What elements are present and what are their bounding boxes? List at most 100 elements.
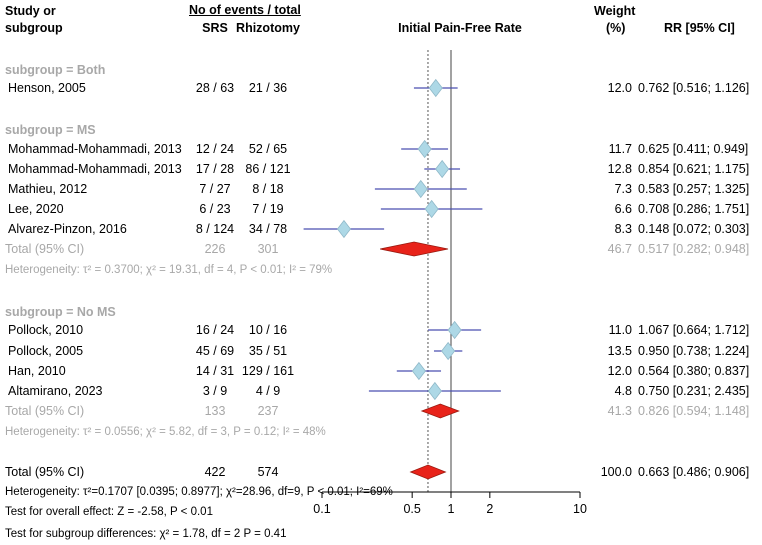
study-weight: 12.8: [607, 162, 632, 176]
x-tick-label: 10: [573, 502, 587, 516]
header-srs: SRS: [202, 21, 228, 35]
header-events: No of events / total: [189, 3, 301, 17]
header-weight-line2: (%): [606, 21, 626, 35]
subgroup-label-ms: subgroup = MS: [5, 123, 96, 137]
subgroup-total-rhizotomy: 301: [257, 242, 279, 256]
study-effect-diamond: [435, 159, 450, 179]
subgroup-total-label: Total (95% CI): [5, 242, 85, 256]
subgroup-total-rr: 0.826 [0.594; 1.148]: [638, 404, 750, 418]
header-weight-line1: Weight: [594, 4, 636, 18]
study-srs: 8 / 124: [195, 222, 235, 236]
study-name: Alvarez-Pinzon, 2016: [8, 222, 127, 236]
subgroup-label-both: subgroup = Both: [5, 63, 106, 77]
subgroup-label-no-ms: subgroup = No MS: [5, 305, 116, 319]
header-study-line2: subgroup: [5, 21, 63, 35]
overall-heterogeneity: Heterogeneity: τ²=0.1707 [0.0395; 0.8977…: [5, 486, 393, 498]
study-srs: 12 / 24: [195, 142, 235, 156]
summary-effect-diamond: [380, 241, 449, 257]
study-effect-diamond: [441, 341, 456, 361]
study-rhizotomy: 34 / 78: [248, 222, 288, 236]
study-weight: 11.0: [608, 323, 632, 337]
study-rhizotomy: 7 / 19: [252, 202, 284, 216]
study-rhizotomy: 52 / 65: [248, 142, 288, 156]
subgroup-total-rr: 0.517 [0.282; 0.948]: [638, 242, 750, 256]
study-name: Mathieu, 2012: [8, 182, 88, 196]
subgroup-heterogeneity: Heterogeneity: τ² = 0.0556; χ² = 5.82, d…: [5, 426, 326, 438]
study-name: Pollock, 2010: [8, 323, 84, 337]
study-rhizotomy: 21 / 36: [248, 81, 288, 95]
study-srs: 6 / 23: [199, 202, 231, 216]
overall-total-rr: 0.663 [0.486; 0.906]: [638, 465, 750, 479]
study-rr: 0.625 [0.411; 0.949]: [638, 142, 749, 156]
subgroup-total-weight: 46.7: [607, 242, 632, 256]
study-effect-diamond: [424, 199, 439, 219]
study-srs: 45 / 69: [195, 344, 235, 358]
study-rr: 0.762 [0.516; 1.126]: [638, 81, 750, 95]
subgroup-total-srs: 226: [204, 242, 226, 256]
overall-total-rhizotomy: 574: [257, 465, 279, 479]
study-weight: 12.0: [607, 364, 632, 378]
study-rhizotomy: 4 / 9: [255, 384, 281, 398]
study-effect-diamond: [413, 179, 428, 199]
study-name: Mohammad-Mohammadi, 2013: [8, 142, 182, 156]
subgroup-difference-test: Test for subgroup differences: χ² = 1.78…: [5, 528, 287, 540]
study-rr: 0.950 [0.738; 1.224]: [638, 344, 750, 358]
study-rr: 0.708 [0.286; 1.751]: [638, 202, 750, 216]
overall-total-srs: 422: [204, 465, 226, 479]
header-study-line1: Study or: [5, 4, 56, 18]
study-name: Mohammad-Mohammadi, 2013: [8, 162, 182, 176]
subgroup-total-srs: 133: [204, 404, 226, 418]
study-effect-diamond: [411, 361, 426, 381]
x-tick-label: 0.5: [403, 502, 420, 516]
study-srs: 16 / 24: [195, 323, 235, 337]
study-weight: 11.7: [608, 142, 632, 156]
header-rhizotomy: Rhizotomy: [236, 21, 300, 35]
subgroup-total-label: Total (95% CI): [5, 404, 85, 418]
study-rr: 0.583 [0.257; 1.325]: [638, 182, 750, 196]
study-effect-diamond: [447, 320, 462, 340]
study-weight: 12.0: [607, 81, 632, 95]
study-effect-diamond: [428, 78, 443, 98]
summary-effect-diamond: [409, 464, 447, 480]
study-srs: 14 / 31: [195, 364, 235, 378]
study-name: Pollock, 2005: [8, 344, 84, 358]
study-rr: 0.564 [0.380; 0.837]: [638, 364, 750, 378]
study-name: Altamirano, 2023: [8, 384, 103, 398]
x-tick-label: 1: [448, 502, 455, 516]
study-effect-diamond: [336, 219, 351, 239]
study-rhizotomy: 86 / 121: [245, 162, 291, 176]
header-rr: RR [95% CI]: [664, 21, 735, 35]
study-srs: 3 / 9: [202, 384, 228, 398]
header-plot-title: Initial Pain-Free Rate: [398, 21, 522, 35]
summary-effect-diamond: [420, 403, 460, 419]
study-rhizotomy: 35 / 51: [248, 344, 288, 358]
study-weight: 8.3: [614, 222, 632, 236]
study-effect-diamond: [417, 139, 432, 159]
overall-total-weight: 100.0: [600, 465, 632, 479]
study-srs: 28 / 63: [195, 81, 235, 95]
study-name: Henson, 2005: [8, 81, 86, 95]
x-tick-label: 2: [486, 502, 493, 516]
subgroup-total-rhizotomy: 237: [257, 404, 279, 418]
x-tick-label: 0.1: [313, 502, 330, 516]
study-weight: 4.8: [614, 384, 632, 398]
study-weight: 7.3: [614, 182, 632, 196]
study-rr: 1.067 [0.664; 1.712]: [638, 323, 750, 337]
study-rr: 0.750 [0.231; 2.435]: [638, 384, 750, 398]
study-name: Lee, 2020: [8, 202, 64, 216]
study-srs: 7 / 27: [199, 182, 231, 196]
subgroup-total-weight: 41.3: [607, 404, 632, 418]
study-rr: 0.854 [0.621; 1.175]: [638, 162, 750, 176]
study-rhizotomy: 10 / 16: [248, 323, 288, 337]
study-weight: 13.5: [607, 344, 632, 358]
study-weight: 6.6: [614, 202, 632, 216]
study-effect-diamond: [427, 381, 442, 401]
study-rr: 0.148 [0.072; 0.303]: [638, 222, 750, 236]
study-rhizotomy: 8 / 18: [252, 182, 284, 196]
study-srs: 17 / 28: [195, 162, 235, 176]
subgroup-heterogeneity: Heterogeneity: τ² = 0.3700; χ² = 19.31, …: [5, 264, 333, 276]
study-name: Han, 2010: [8, 364, 66, 378]
study-rhizotomy: 129 / 161: [241, 364, 295, 378]
overall-effect-test: Test for overall effect: Z = -2.58, P < …: [5, 506, 213, 518]
